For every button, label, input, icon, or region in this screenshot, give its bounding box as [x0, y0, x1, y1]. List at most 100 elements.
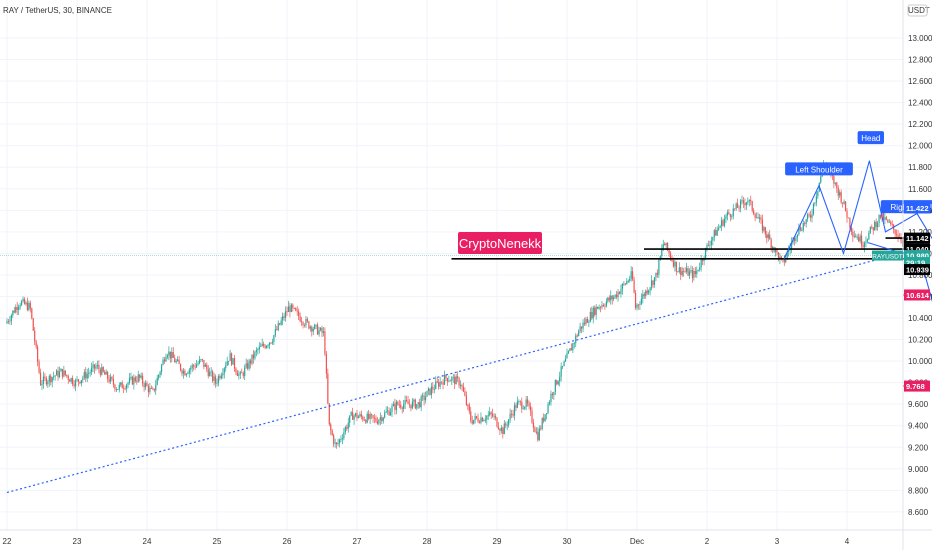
candle-body: [529, 406, 532, 411]
candle-body: [305, 318, 307, 326]
price-label-text: 11.040: [906, 245, 929, 254]
candle-body: [398, 404, 400, 406]
candle-body: [66, 374, 68, 377]
candle-body: [702, 259, 704, 261]
candle-body: [658, 260, 660, 275]
candle-body: [86, 373, 88, 379]
candle-body: [443, 374, 446, 385]
candle-body: [492, 413, 494, 417]
candle-body: [51, 377, 53, 383]
price-label: 11.142: [904, 232, 930, 244]
candle-body: [328, 403, 330, 425]
candle-body: [280, 320, 282, 325]
candle-body: [35, 341, 37, 347]
price-label-bg: [904, 257, 930, 269]
candle-body: [516, 401, 519, 408]
candle-body: [643, 294, 645, 296]
candle-body: [455, 376, 457, 385]
candle-body: [607, 297, 609, 302]
annotation-bg: [857, 131, 884, 145]
candle-body: [611, 295, 613, 300]
candle-body: [373, 417, 376, 419]
candle-body: [392, 403, 395, 407]
price-label: 11.040: [904, 243, 930, 255]
candle-body: [114, 384, 116, 390]
time-axis[interactable]: 22 23 24 25 26 27 28 29 30 Dec 2 3 4: [0, 529, 932, 546]
candle-body: [802, 223, 804, 231]
candle-body: [435, 381, 437, 389]
candle-body: [704, 248, 707, 259]
candle-body: [330, 424, 332, 431]
candle-body: [13, 310, 15, 313]
candle-body: [115, 389, 117, 391]
candle-body: [700, 259, 702, 268]
candle-body: [597, 306, 599, 309]
price-label-bg: [904, 243, 930, 255]
candle-body: [128, 378, 131, 383]
candle-body: [807, 214, 809, 220]
candle-body: [637, 304, 640, 306]
currency-label[interactable]: USDT: [908, 6, 930, 15]
price-axis[interactable]: 13.000 12.800 12.600 12.400 12.200 12.000 11.8…: [872, 0, 932, 550]
candle-body: [57, 370, 59, 378]
candle-body: [23, 298, 26, 304]
candle-body: [424, 396, 427, 401]
candle-body: [464, 391, 466, 396]
candle-body: [217, 376, 220, 384]
candle-body: [639, 304, 641, 306]
candle-body: [338, 439, 341, 443]
candle-body: [739, 200, 742, 209]
candle-body: [277, 323, 279, 330]
candle-body: [842, 202, 844, 204]
candle-body: [783, 259, 785, 263]
candle-body: [76, 379, 78, 381]
candle-body: [312, 328, 314, 332]
candle-body: [354, 413, 357, 416]
candle-body: [89, 372, 91, 374]
price-tick-label: 9.000: [908, 465, 929, 474]
candle-body: [153, 388, 155, 391]
candle-body: [300, 321, 303, 323]
candle-body: [767, 234, 769, 239]
time-tick-label: 2: [705, 537, 710, 546]
candle-body: [306, 318, 309, 322]
candle-body: [839, 192, 841, 196]
candle-body: [93, 364, 96, 369]
candle-body: [130, 376, 132, 379]
candle-body: [706, 244, 708, 249]
candle-body: [311, 326, 313, 332]
candle-body: [815, 196, 817, 203]
candle-body: [592, 307, 594, 319]
candle-body: [20, 301, 23, 306]
candle-body: [432, 386, 434, 390]
candle-body: [175, 360, 177, 363]
candle-body: [184, 370, 186, 376]
candle-body: [462, 386, 465, 392]
candle-body: [158, 374, 160, 378]
candle-body: [155, 385, 157, 391]
candle-body: [696, 270, 698, 274]
candle-body: [60, 368, 62, 372]
candle-body: [258, 346, 260, 350]
candle-body: [369, 414, 371, 419]
candle-body: [844, 201, 847, 211]
candle-body: [780, 256, 782, 259]
candle-body: [286, 311, 288, 313]
candle-body: [457, 376, 459, 379]
candle-body: [18, 306, 20, 310]
candle-body: [32, 318, 34, 331]
candle-body: [716, 229, 718, 236]
candle-body: [63, 370, 65, 377]
candle-body: [458, 378, 460, 386]
candle-body: [570, 348, 572, 351]
candle-body: [525, 399, 527, 407]
candle-body: [579, 326, 581, 331]
candle-body: [239, 372, 241, 375]
candle-body: [12, 310, 14, 316]
neckline-trend-dotted: [6, 244, 932, 494]
candle-body: [9, 320, 11, 322]
price-tick-label: 12.000: [908, 142, 932, 151]
candle-body: [102, 367, 104, 372]
candle-body: [143, 383, 145, 388]
candle-body: [166, 355, 169, 357]
